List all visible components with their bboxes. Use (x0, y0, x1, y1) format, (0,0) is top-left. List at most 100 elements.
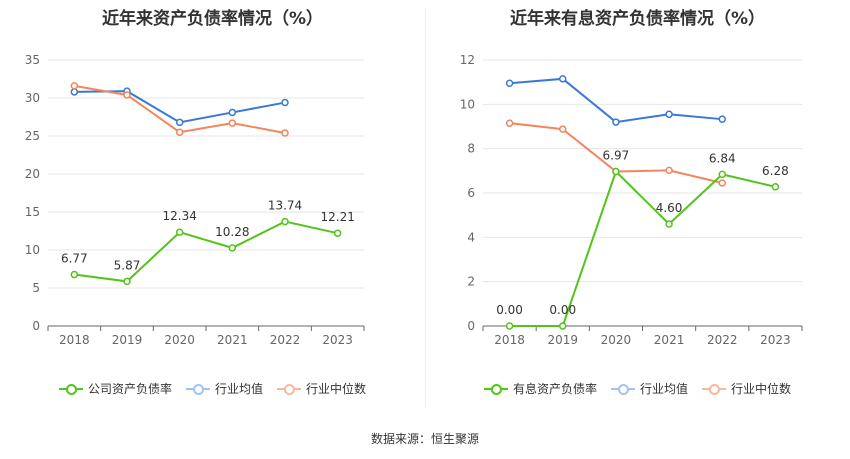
data-label: 6.77 (61, 252, 88, 266)
legend-label: 行业中位数 (731, 382, 792, 396)
chart-title: 近年来资产负债率情况（%） (101, 9, 324, 29)
legend-swatch-orange-icon (702, 383, 726, 395)
legend-item-company[interactable]: 有息资产负债率 (483, 380, 597, 397)
data-point (612, 167, 620, 176)
y-tick-label: 15 (25, 205, 40, 219)
panel-divider (425, 8, 426, 408)
y-tick-label: 0 (32, 319, 40, 333)
data-label: 6.84 (709, 151, 736, 165)
legend-label: 有息资产负债率 (512, 382, 597, 396)
data-label: 12.21 (320, 210, 354, 224)
data-point (281, 98, 289, 107)
data-point (70, 270, 79, 279)
x-tick-label: 2022 (707, 333, 738, 347)
data-point (505, 79, 514, 88)
legend-label: 行业中位数 (306, 382, 367, 396)
data-label: 13.74 (268, 199, 302, 213)
y-tick-label: 35 (25, 53, 40, 67)
data-point (228, 108, 237, 117)
data-label: 0.00 (496, 303, 523, 317)
data-point (505, 119, 514, 127)
x-tick-label: 2020 (601, 333, 632, 347)
data-label: 5.87 (114, 258, 141, 272)
y-tick-label: 10 (25, 243, 40, 257)
y-tick-label: 4 (467, 230, 475, 244)
legend-label: 行业均值 (639, 382, 688, 396)
debt-ratio-chart: 0 5 10 15 20 25 30 35 2018 2019 2020 2021 2022 2023 6.… (25, 53, 365, 347)
x-tick-label: 2019 (112, 333, 143, 347)
data-point (718, 170, 726, 179)
data-point (281, 217, 289, 226)
legend-swatch-blue-icon (610, 383, 635, 395)
legend: 有息资产负债率 行业均值 行业中位数 (425, 380, 850, 397)
x-tick-label: 2021 (654, 333, 685, 347)
y-tick-label: 2 (467, 275, 475, 289)
series-line (74, 90, 286, 124)
x-tick-label: 2021 (217, 333, 248, 347)
legend-swatch-orange-icon (277, 383, 301, 395)
x-tick-label: 2019 (547, 333, 578, 347)
data-label: 10.28 (215, 225, 249, 239)
data-label: 12.34 (162, 209, 196, 223)
data-point (70, 88, 79, 96)
y-tick-label: 8 (467, 142, 475, 156)
data-point (123, 277, 131, 286)
series-line (509, 77, 723, 124)
x-tick-label: 2020 (164, 333, 195, 347)
data-source: 数据来源：恒生聚源 (370, 432, 479, 446)
data-point (559, 125, 567, 133)
data-label: 4.60 (656, 201, 683, 215)
y-tick-label: 30 (25, 91, 40, 105)
x-tick-label: 2018 (494, 333, 525, 347)
data-point (665, 110, 673, 119)
chart-panel-debt-ratio: 近年来资产负债率情况（%） 0 5 10 15 20 25 30 35 2018 2019 2020… (0, 0, 425, 420)
legend-item-industry-mean[interactable]: 行业均值 (185, 380, 263, 397)
legend-label: 行业均值 (214, 382, 263, 396)
data-point (70, 82, 79, 90)
y-tick-label: 10 (460, 97, 475, 111)
legend-item-industry-median[interactable]: 行业中位数 (702, 380, 791, 397)
chart-title: 近年来有息资产负债率情况（%） (509, 9, 766, 29)
data-point (123, 91, 131, 99)
y-tick-label: 12 (460, 53, 475, 67)
data-point (612, 118, 620, 126)
data-point (665, 220, 673, 228)
x-tick-label: 2023 (760, 333, 791, 347)
legend: 公司资产负债率 行业均值 行业中位数 (0, 380, 425, 397)
y-tick-label: 5 (32, 281, 40, 295)
legend-swatch-green-icon (58, 383, 83, 395)
data-point (559, 322, 567, 330)
data-point (771, 183, 780, 191)
series-line (509, 169, 776, 327)
x-tick-label: 2023 (322, 333, 353, 347)
data-point (228, 119, 237, 127)
series-line (74, 220, 338, 283)
data-label: 0.00 (549, 303, 576, 317)
legend-label: 公司资产负债率 (87, 382, 172, 396)
y-tick-label: 25 (25, 129, 40, 143)
data-point (175, 228, 184, 236)
y-tick-label: 6 (467, 186, 475, 200)
legend-swatch-green-icon (483, 383, 508, 395)
data-point (228, 244, 237, 252)
legend-item-company[interactable]: 公司资产负债率 (58, 380, 172, 397)
data-point (281, 129, 289, 137)
data-point (333, 229, 342, 237)
legend-item-industry-mean[interactable]: 行业均值 (610, 380, 688, 397)
x-tick-label: 2018 (59, 333, 90, 347)
y-tick-label: 20 (25, 167, 40, 181)
x-tick-label: 2022 (270, 333, 301, 347)
data-label: 6.28 (762, 164, 789, 178)
data-point (175, 118, 184, 127)
data-point (718, 115, 726, 123)
data-point (665, 166, 673, 175)
interest-bearing-ratio-chart: 0 2 4 6 8 10 12 2018 2019 2020 2021 2022 2023 0.00 0.0… (460, 53, 803, 347)
data-label: 6.97 (603, 148, 630, 162)
data-point (505, 322, 514, 330)
legend-swatch-blue-icon (185, 383, 210, 395)
data-point (718, 179, 726, 187)
legend-item-industry-median[interactable]: 行业中位数 (277, 380, 366, 397)
data-point (175, 128, 184, 136)
data-point (559, 75, 567, 83)
y-tick-label: 0 (467, 319, 475, 333)
